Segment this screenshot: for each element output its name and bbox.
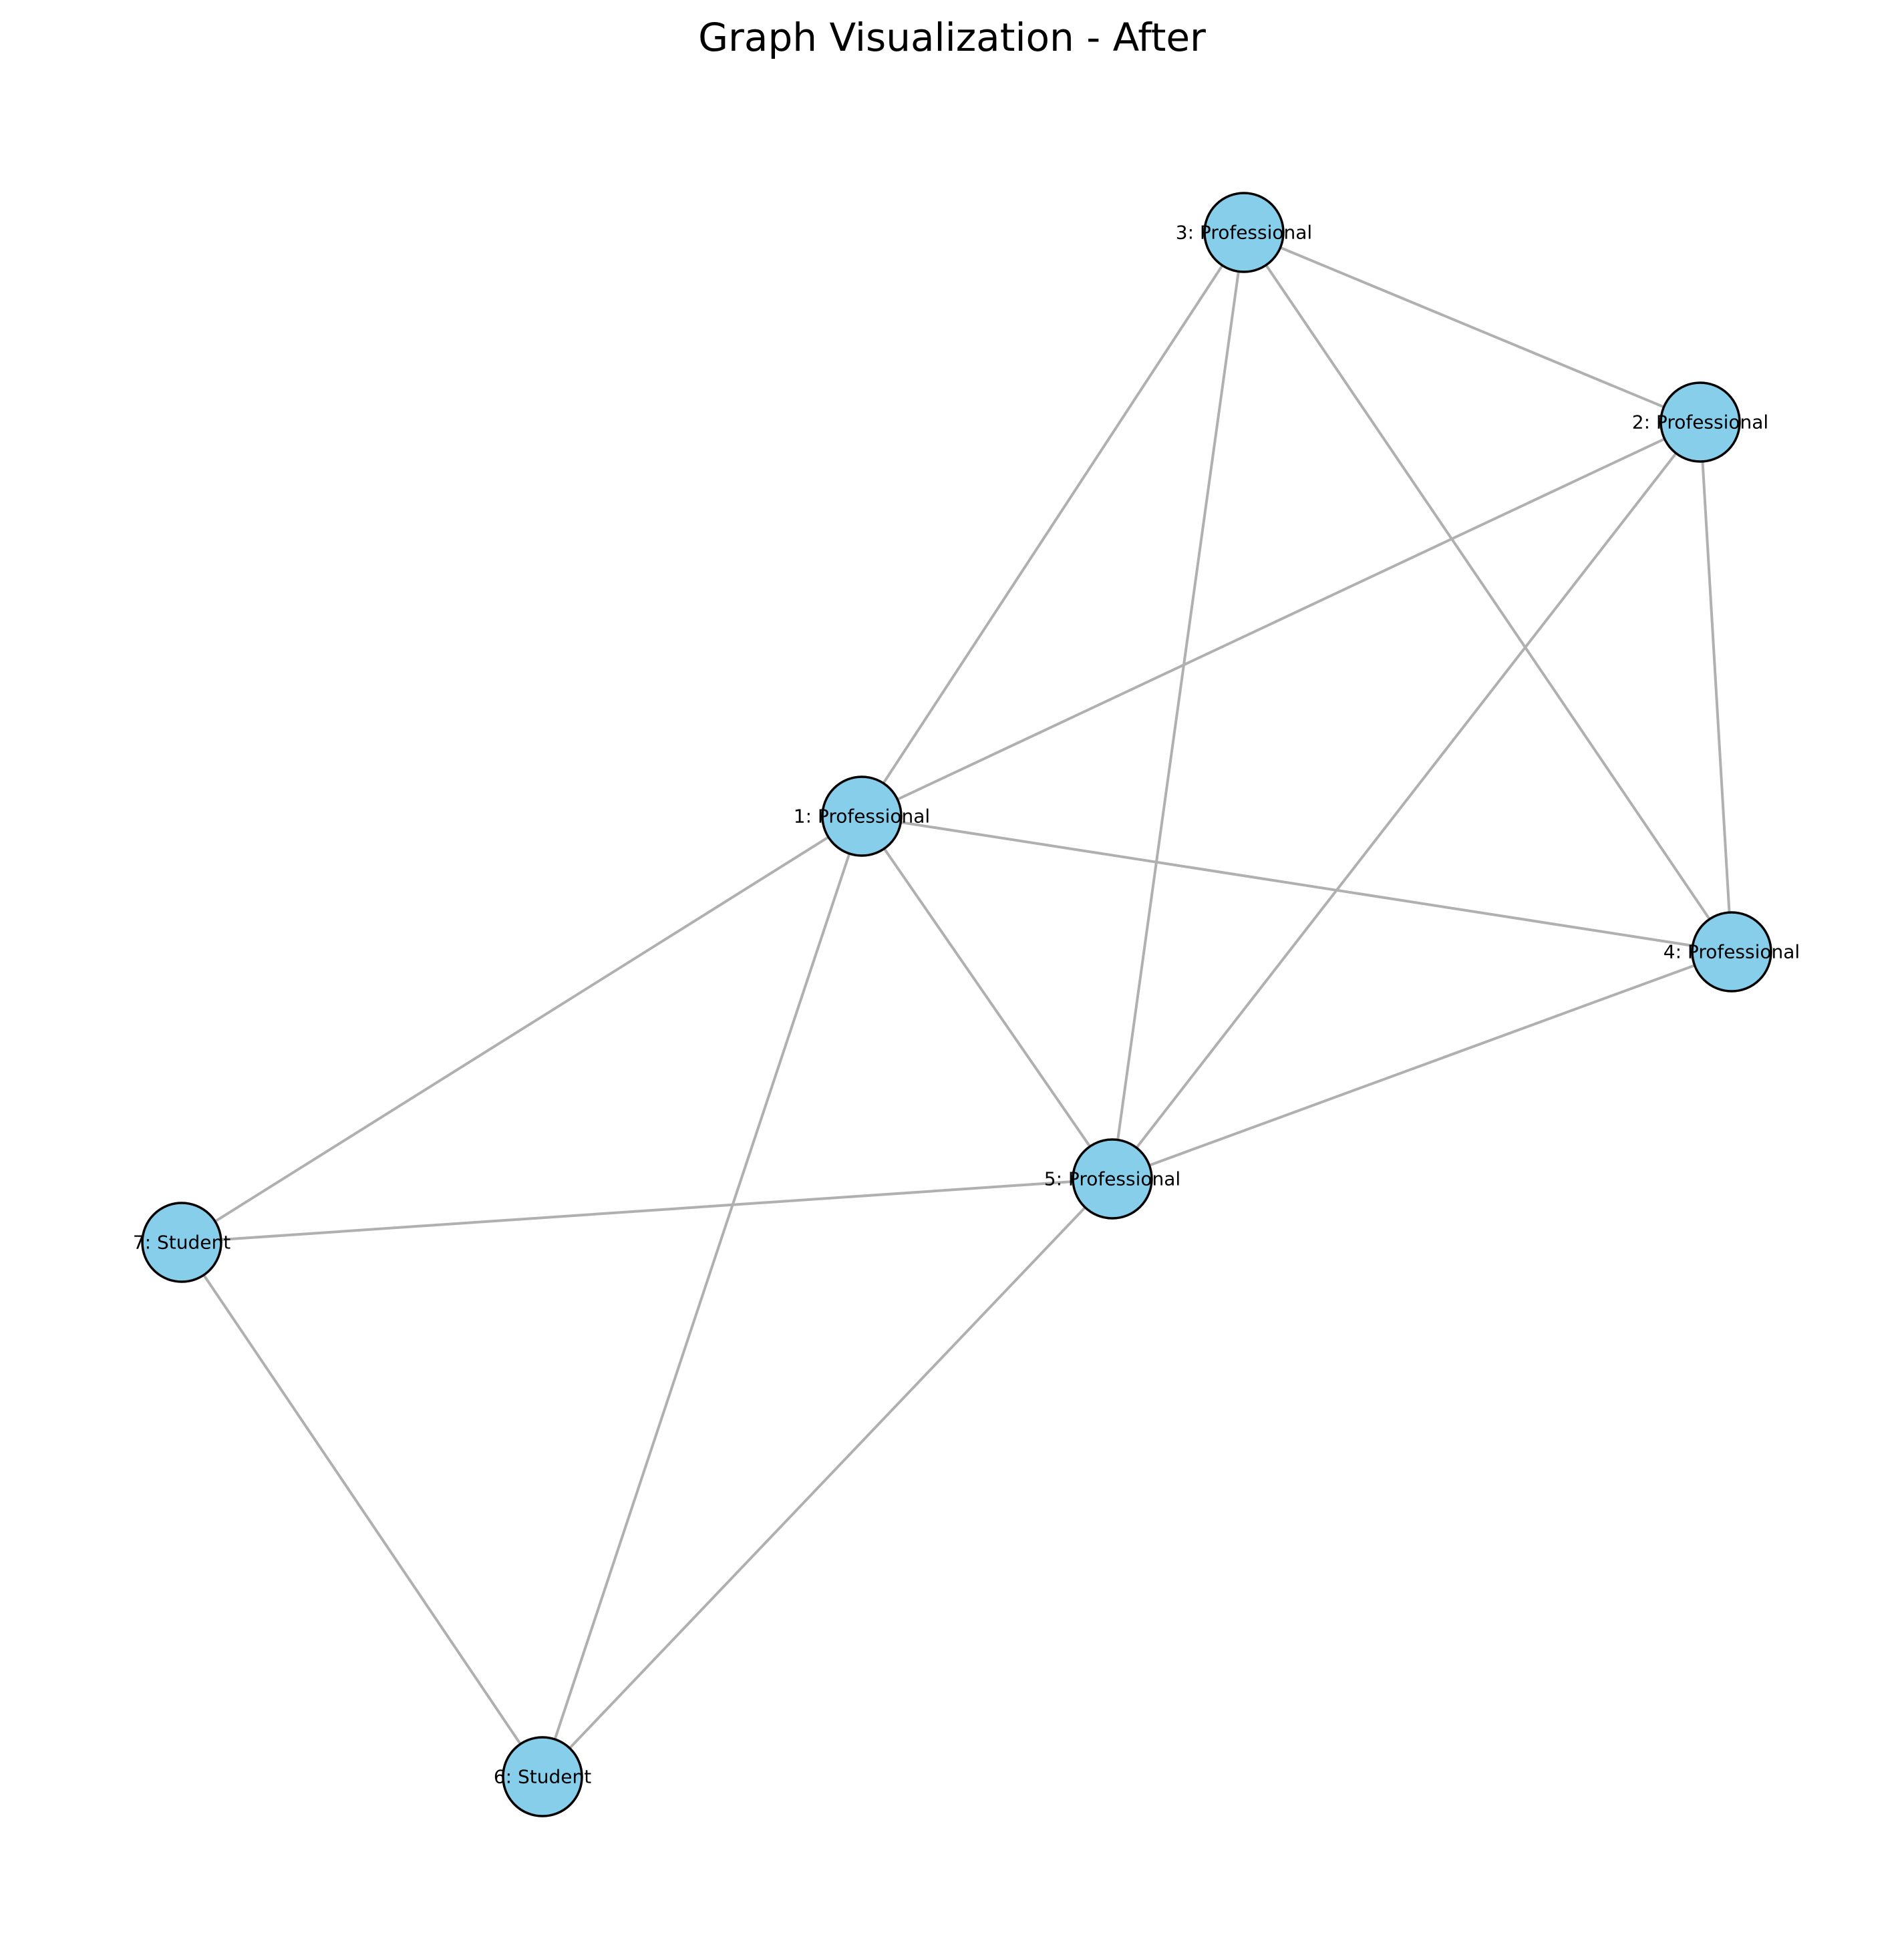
nodes-layer: 1: Professional 2: Professional 3: Profess… xyxy=(133,193,1800,1816)
node-label-6: 6: Student xyxy=(494,1766,591,1788)
node-label-2: 2: Professional xyxy=(1632,411,1768,433)
node-1: 1: Professional xyxy=(794,777,930,856)
node-label-1: 1: Professional xyxy=(794,806,930,828)
edge-5-7 xyxy=(182,1179,1112,1242)
node-3: 3: Professional xyxy=(1176,193,1312,272)
edge-1-5 xyxy=(862,816,1112,1179)
edge-1-6 xyxy=(542,816,862,1777)
node-7: 7: Student xyxy=(133,1203,230,1282)
edge-1-4 xyxy=(862,816,1732,952)
node-4: 4: Professional xyxy=(1663,912,1800,991)
edges-layer xyxy=(182,232,1732,1777)
node-label-3: 3: Professional xyxy=(1176,222,1312,244)
edge-2-4 xyxy=(1700,422,1732,952)
edge-1-7 xyxy=(182,816,862,1242)
node-label-5: 5: Professional xyxy=(1044,1168,1180,1190)
node-label-7: 7: Student xyxy=(133,1232,230,1254)
edge-5-6 xyxy=(542,1179,1112,1777)
node-5: 5: Professional xyxy=(1044,1139,1180,1218)
node-label-4: 4: Professional xyxy=(1663,941,1800,963)
edge-3-1 xyxy=(862,232,1244,816)
node-6: 6: Student xyxy=(494,1737,591,1816)
edge-3-4 xyxy=(1244,232,1732,952)
edge-4-5 xyxy=(1112,952,1732,1179)
node-2: 2: Professional xyxy=(1632,383,1768,462)
edge-7-6 xyxy=(182,1242,542,1777)
edge-2-1 xyxy=(862,422,1700,816)
edge-3-2 xyxy=(1244,232,1700,422)
